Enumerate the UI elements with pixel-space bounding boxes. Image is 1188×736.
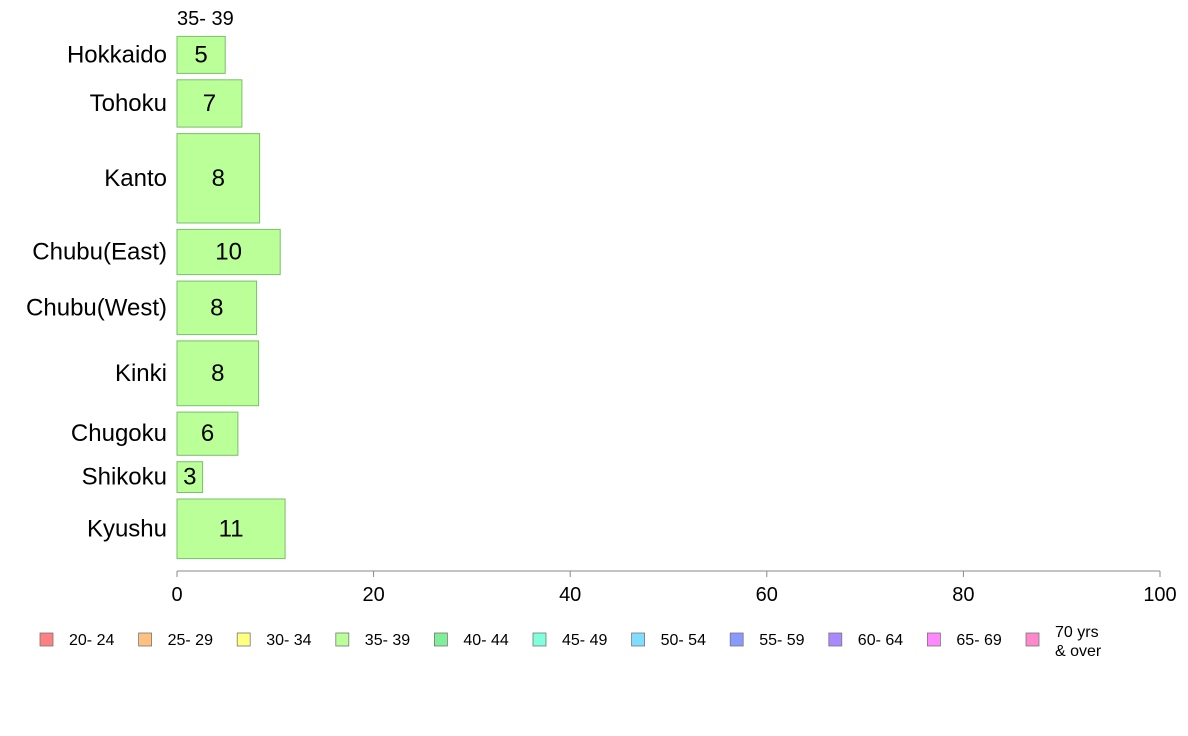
- data-label: 5: [194, 41, 207, 68]
- bar: [176, 79, 243, 128]
- legend: 20- 24 25- 29 30- 34 35- 39 40- 44 45- 49 50- …: [39, 624, 1102, 660]
- data-label: 11: [219, 515, 244, 542]
- legend-swatch: [828, 632, 843, 647]
- data-label: 3: [183, 464, 196, 491]
- legend-label: 55- 59: [759, 632, 804, 649]
- category-label: Shikoku: [82, 464, 167, 491]
- bar: [176, 498, 286, 560]
- legend-label: 60- 64: [858, 632, 903, 649]
- category-label: Chugoku: [71, 420, 167, 447]
- legend-label: 65- 69: [956, 632, 1001, 649]
- legend-swatch: [927, 632, 941, 647]
- bar: [176, 35, 226, 74]
- legend-label-line: 25- 29: [168, 632, 213, 649]
- bar: [176, 340, 260, 407]
- category-label: Hokkaido: [67, 41, 167, 68]
- legend-swatch: [729, 632, 744, 647]
- bar: [176, 133, 261, 224]
- data-label: 8: [210, 294, 223, 321]
- legend-label-line: 50- 54: [661, 632, 706, 649]
- legend-label-line: 40- 44: [463, 632, 508, 649]
- legend-label: 50- 54: [661, 632, 706, 649]
- legend-label-line: 45- 49: [562, 632, 607, 649]
- legend-label-line: 55- 59: [759, 632, 804, 649]
- legend-label-line: 20- 24: [69, 632, 114, 649]
- x-tick-label: 20: [362, 584, 384, 606]
- category-label: Kinki: [115, 360, 167, 387]
- legend-label: 40- 44: [463, 632, 508, 649]
- x-tick-label: 100: [1143, 584, 1176, 606]
- category-label: Chubu(East): [32, 239, 167, 266]
- legend-label-line: 65- 69: [956, 632, 1001, 649]
- bar: [176, 280, 258, 336]
- bar: [176, 411, 239, 456]
- bar: [176, 461, 204, 494]
- legend-swatch: [433, 632, 448, 647]
- legend-label: 45- 49: [562, 632, 607, 649]
- x-axis: 0 20 40 60 80 100: [171, 570, 1177, 606]
- data-label: 6: [201, 420, 214, 447]
- data-label: 8: [212, 165, 225, 192]
- bar: [176, 228, 281, 276]
- legend-swatch: [335, 632, 350, 647]
- column-header: 35- 39: [177, 8, 234, 30]
- legend-label: 20- 24: [69, 632, 114, 649]
- legend-swatch: [1025, 632, 1040, 647]
- data-label: 7: [203, 90, 216, 117]
- bars-group: Hokkaido 5 Tohoku 7 Kanto 8 Chubu(East) 10 Chubu…: [26, 35, 286, 560]
- legend-label: 25- 29: [168, 632, 213, 649]
- legend-label-line: & over: [1055, 643, 1102, 660]
- legend-swatch: [39, 632, 54, 647]
- x-tick-label: 40: [559, 584, 581, 606]
- legend-swatch: [631, 632, 645, 647]
- legend-swatch: [532, 632, 547, 647]
- category-label: Kyushu: [87, 515, 167, 542]
- legend-label: 35- 39: [365, 632, 410, 649]
- legend-swatch: [138, 632, 153, 647]
- data-label: 8: [211, 360, 224, 387]
- x-tick-label: 0: [171, 584, 182, 606]
- data-label: 10: [215, 239, 242, 266]
- legend-label-line: 60- 64: [858, 632, 903, 649]
- legend-label-line: 70 yrs: [1055, 624, 1099, 641]
- x-tick-label: 60: [756, 584, 778, 606]
- legend-swatch: [236, 632, 251, 647]
- legend-label-line: 35- 39: [365, 632, 410, 649]
- category-label: Tohoku: [90, 90, 167, 117]
- x-tick-label: 80: [952, 584, 974, 606]
- legend-label-line: 30- 34: [266, 632, 311, 649]
- legend-label: 70 yrs & over: [1055, 624, 1102, 660]
- category-label: Kanto: [104, 165, 167, 192]
- legend-label: 30- 34: [266, 632, 311, 649]
- category-label: Chubu(West): [26, 294, 167, 321]
